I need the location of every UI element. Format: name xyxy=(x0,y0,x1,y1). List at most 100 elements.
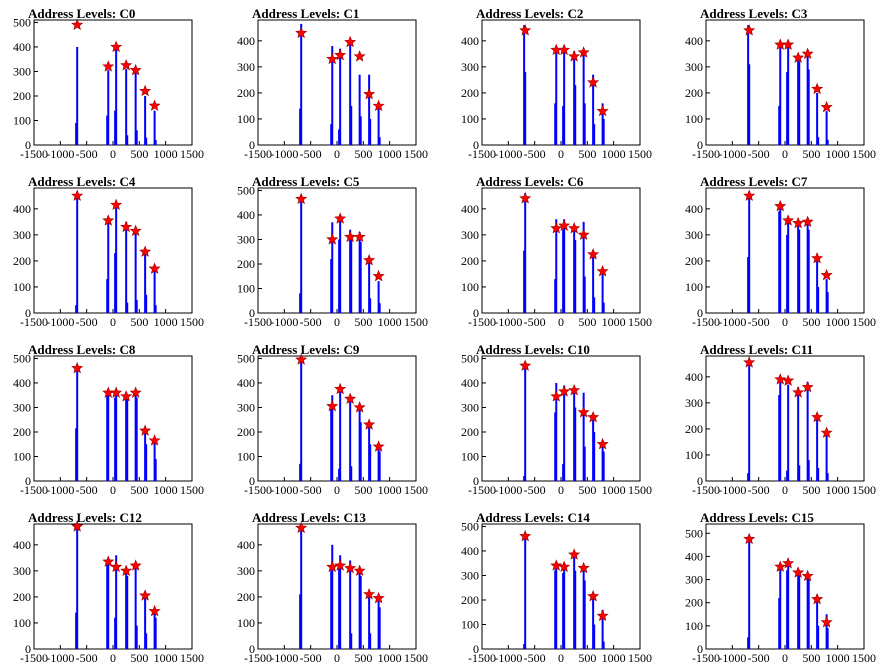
bar xyxy=(592,414,595,481)
chart-panel: 0 100 200 300 400 -1500 -1000 -500 0 500 1000 1500 A… xyxy=(224,0,448,168)
bar xyxy=(349,40,352,146)
x-tick-label: 0 xyxy=(334,315,340,329)
peak-marker xyxy=(792,216,805,229)
x-tick-label: 1500 xyxy=(852,483,876,497)
chart-panel: 0 100 200 300 400 500 -1500 -1000 -500 0 500 1000 15… xyxy=(448,336,672,504)
peak-marker xyxy=(743,189,756,201)
chart-title: Address Levels: C9 xyxy=(252,342,360,357)
bar xyxy=(377,596,380,649)
chart-panel: 0 100 200 300 400 500 -1500 -1000 -500 0 500 1000 15… xyxy=(672,504,896,672)
peak-marker xyxy=(577,406,590,418)
peak-marker xyxy=(372,591,385,604)
y-tick-label: 400 xyxy=(237,376,255,390)
x-tick-label: 500 xyxy=(578,651,596,665)
bar xyxy=(115,203,118,313)
peak-marker xyxy=(568,50,581,62)
bar xyxy=(330,259,333,313)
chart-svg: 0 100 200 300 400 -1500-1000 -500 0 500 1000 1500 xyxy=(13,520,204,665)
bar xyxy=(135,625,138,649)
peak-marker xyxy=(110,386,123,398)
bar xyxy=(368,427,371,481)
bar xyxy=(350,633,353,649)
bar xyxy=(114,397,117,481)
x-tick-label: -1500 xyxy=(692,483,720,497)
x-tick-label: 500 xyxy=(130,483,148,497)
x-tick-label: 0 xyxy=(782,315,788,329)
bar xyxy=(826,473,829,481)
y-tick-label: 0 xyxy=(25,138,31,152)
x-tick-label: 1500 xyxy=(628,315,652,329)
bar xyxy=(338,129,341,145)
peak-marker xyxy=(363,253,376,266)
peak-marker xyxy=(550,559,563,571)
x-tick-label: -1000 xyxy=(718,147,746,161)
chart-panel: 0 100 200 300 400 -1500 -1000 -500 0 500 1000 1500 A… xyxy=(672,0,896,168)
chart-panel: 0 100 200 300 400 -1500 -1000 -500 0 500 1000 1500 A… xyxy=(672,336,896,504)
bar xyxy=(145,294,148,313)
peak-marker xyxy=(148,604,161,617)
bar xyxy=(807,229,810,313)
peak-marker xyxy=(120,59,133,71)
bar xyxy=(524,368,527,481)
x-tick-label: -1500 xyxy=(244,147,272,161)
peak-marker xyxy=(820,100,833,113)
y-tick-label: 200 xyxy=(685,254,703,268)
bar xyxy=(107,70,110,145)
peak-marker xyxy=(295,26,308,39)
plot-frame xyxy=(705,523,865,650)
bar xyxy=(593,431,596,481)
bar xyxy=(154,305,157,313)
bar xyxy=(574,85,577,145)
y-tick-label: 400 xyxy=(13,538,31,552)
x-tick-label: 0 xyxy=(110,315,116,329)
peak-marker xyxy=(596,609,609,622)
chart-title: Address Levels: C6 xyxy=(476,174,584,189)
bar xyxy=(523,25,526,145)
peak-marker xyxy=(587,589,600,602)
bar xyxy=(797,53,800,145)
x-tick-label: -500 xyxy=(524,651,546,665)
x-tick-label: -1000 xyxy=(718,483,746,497)
y-tick-label: 300 xyxy=(237,232,255,246)
bar xyxy=(786,570,789,649)
y-tick-label: 100 xyxy=(685,448,703,462)
chart-svg: 0 100 200 300 400 500 -1500-1000 -500 0 500 1000 15… xyxy=(461,519,652,665)
peak-marker xyxy=(295,521,308,534)
x-tick-label: -1000 xyxy=(494,651,522,665)
bar xyxy=(126,400,129,481)
peak-marker xyxy=(743,532,756,545)
peak-marker xyxy=(71,189,84,201)
bar xyxy=(778,395,781,481)
peak-marker xyxy=(782,214,795,226)
peak-marker xyxy=(110,198,123,211)
y-tick-label: 500 xyxy=(13,351,31,365)
bar xyxy=(826,139,829,145)
peak-marker xyxy=(774,560,787,572)
peak-marker xyxy=(519,529,532,542)
bar xyxy=(601,441,604,481)
y-tick-label: 300 xyxy=(237,60,255,74)
bar xyxy=(555,382,558,481)
plot-frame xyxy=(481,523,641,650)
y-tick-label: 300 xyxy=(13,64,31,78)
peak-marker xyxy=(353,50,366,62)
peak-marker xyxy=(148,262,161,274)
chart-svg: 0 100 200 300 400 -1500-1000 -500 0 500 1000 1500 xyxy=(237,521,428,665)
bar xyxy=(797,570,800,649)
peak-marker xyxy=(334,382,347,395)
y-tick-label: 300 xyxy=(237,400,255,414)
plot-frame xyxy=(705,355,865,482)
bar xyxy=(299,463,302,481)
bar xyxy=(807,460,810,481)
y-tick-label: 100 xyxy=(685,619,703,633)
x-tick-label: 1500 xyxy=(628,651,652,665)
bar xyxy=(748,191,751,313)
y-tick-label: 0 xyxy=(697,138,703,152)
y-tick-label: 400 xyxy=(461,376,479,390)
x-tick-label: 0 xyxy=(782,483,788,497)
peak-marker xyxy=(550,222,563,234)
peak-marker xyxy=(344,561,357,574)
bar xyxy=(825,431,828,481)
peak-marker xyxy=(550,390,563,402)
chart-panel: 0 100 200 300 400 500 -1500 -1000 -500 0 500 1000 15… xyxy=(224,336,448,504)
